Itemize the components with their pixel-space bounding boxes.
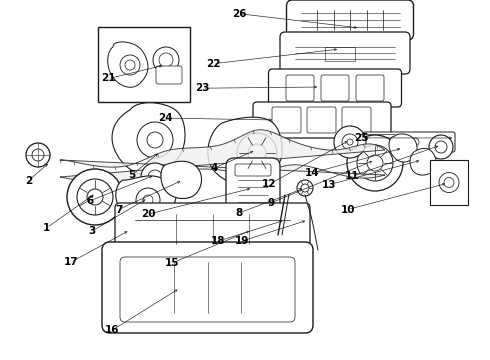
Circle shape	[159, 53, 173, 67]
FancyBboxPatch shape	[280, 32, 410, 74]
Circle shape	[444, 177, 454, 188]
Circle shape	[429, 135, 453, 159]
Bar	[430, 160, 468, 205]
FancyBboxPatch shape	[269, 69, 401, 107]
Circle shape	[26, 143, 50, 167]
Text: 26: 26	[232, 9, 246, 19]
FancyBboxPatch shape	[286, 75, 314, 101]
Text: 8: 8	[235, 208, 242, 218]
Circle shape	[77, 179, 113, 215]
FancyBboxPatch shape	[156, 66, 182, 84]
Polygon shape	[108, 42, 148, 87]
Circle shape	[141, 163, 169, 191]
FancyBboxPatch shape	[235, 164, 271, 176]
Text: 24: 24	[158, 113, 173, 123]
Text: 11: 11	[344, 171, 359, 181]
Circle shape	[301, 184, 309, 192]
Circle shape	[32, 149, 44, 161]
Circle shape	[411, 138, 419, 146]
Circle shape	[136, 188, 160, 212]
FancyBboxPatch shape	[342, 107, 371, 133]
Circle shape	[120, 55, 140, 75]
Text: 10: 10	[341, 204, 355, 215]
FancyBboxPatch shape	[356, 75, 384, 101]
FancyBboxPatch shape	[115, 203, 310, 255]
Circle shape	[297, 180, 313, 196]
Text: 17: 17	[64, 257, 78, 267]
Text: 18: 18	[211, 236, 225, 246]
FancyBboxPatch shape	[272, 107, 301, 133]
Circle shape	[334, 126, 366, 158]
Text: 22: 22	[206, 59, 220, 69]
Text: 15: 15	[165, 258, 180, 268]
Circle shape	[147, 132, 163, 148]
Circle shape	[248, 144, 266, 162]
FancyBboxPatch shape	[226, 158, 280, 222]
Text: 13: 13	[322, 180, 337, 190]
Text: 20: 20	[141, 209, 155, 219]
FancyBboxPatch shape	[307, 107, 336, 133]
FancyBboxPatch shape	[363, 132, 455, 152]
Circle shape	[153, 47, 179, 73]
FancyBboxPatch shape	[321, 75, 349, 101]
FancyBboxPatch shape	[102, 242, 313, 333]
Text: 5: 5	[128, 170, 135, 180]
Circle shape	[125, 60, 135, 70]
Circle shape	[347, 139, 353, 145]
Polygon shape	[60, 130, 385, 183]
Circle shape	[137, 122, 173, 158]
Circle shape	[391, 138, 399, 146]
FancyBboxPatch shape	[287, 0, 414, 40]
Circle shape	[67, 169, 123, 225]
Text: 12: 12	[262, 179, 276, 189]
Circle shape	[435, 141, 447, 153]
Text: 16: 16	[104, 325, 119, 336]
Polygon shape	[208, 117, 282, 186]
Circle shape	[367, 155, 383, 171]
Circle shape	[439, 172, 459, 193]
Polygon shape	[389, 134, 417, 162]
FancyBboxPatch shape	[253, 102, 391, 138]
Circle shape	[342, 134, 358, 150]
Circle shape	[357, 145, 393, 181]
Circle shape	[347, 135, 403, 191]
Text: 19: 19	[234, 236, 249, 246]
Bar	[98, 27, 190, 102]
Circle shape	[87, 189, 103, 205]
Circle shape	[371, 138, 379, 146]
Text: 9: 9	[268, 198, 275, 208]
Text: 2: 2	[25, 176, 32, 186]
Text: 4: 4	[210, 163, 218, 173]
FancyBboxPatch shape	[120, 257, 295, 322]
Text: 6: 6	[86, 196, 93, 206]
Circle shape	[143, 195, 153, 205]
Text: 14: 14	[305, 168, 320, 178]
Bar	[325, 47, 355, 61]
Text: 21: 21	[101, 73, 116, 84]
Polygon shape	[161, 161, 201, 198]
Circle shape	[148, 170, 162, 184]
Circle shape	[237, 133, 277, 173]
Circle shape	[431, 138, 439, 146]
Polygon shape	[116, 176, 176, 221]
Polygon shape	[112, 103, 185, 175]
Text: 25: 25	[354, 133, 369, 143]
Text: 7: 7	[115, 204, 122, 215]
Polygon shape	[410, 148, 437, 175]
Text: 1: 1	[43, 223, 50, 233]
Text: 23: 23	[195, 83, 210, 93]
Text: 3: 3	[89, 226, 96, 236]
